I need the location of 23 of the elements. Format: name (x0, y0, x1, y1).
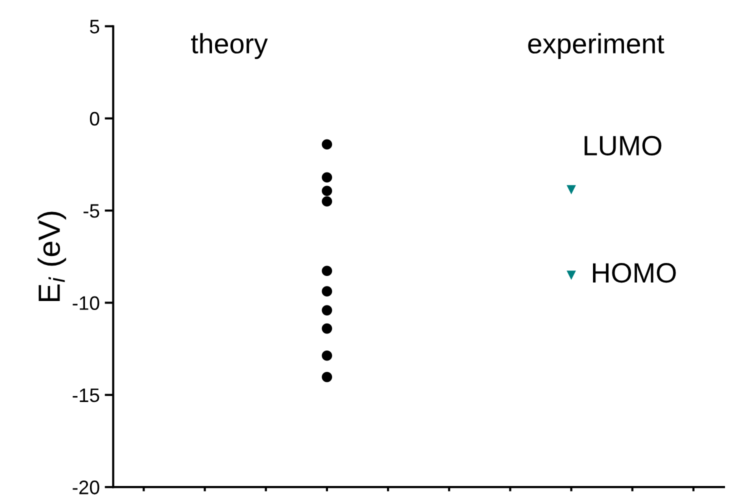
point (322, 172, 332, 183)
annotation: LUMO (584, 136, 662, 156)
point (566, 270, 576, 280)
annotation: experiment (528, 33, 664, 60)
y-tick-label: -20 (72, 480, 100, 494)
point (566, 185, 576, 194)
annotation: theory (191, 33, 268, 60)
point (322, 196, 332, 207)
y-tick-label: -10 (72, 296, 100, 310)
point (322, 139, 332, 150)
y-tick-label: 0 (90, 112, 100, 126)
y-tick-label: -15 (72, 388, 100, 402)
point (322, 286, 332, 296)
point (322, 350, 332, 361)
point (322, 186, 332, 196)
point (322, 266, 332, 276)
point (322, 323, 332, 334)
point (322, 305, 332, 316)
annotation: HOMO (593, 263, 676, 283)
y-tick-label: 5 (90, 20, 100, 34)
y-axis-title: E$_{i}$ (eV) (38, 212, 66, 302)
point (322, 372, 332, 382)
y-tick-label: -5 (84, 204, 100, 218)
